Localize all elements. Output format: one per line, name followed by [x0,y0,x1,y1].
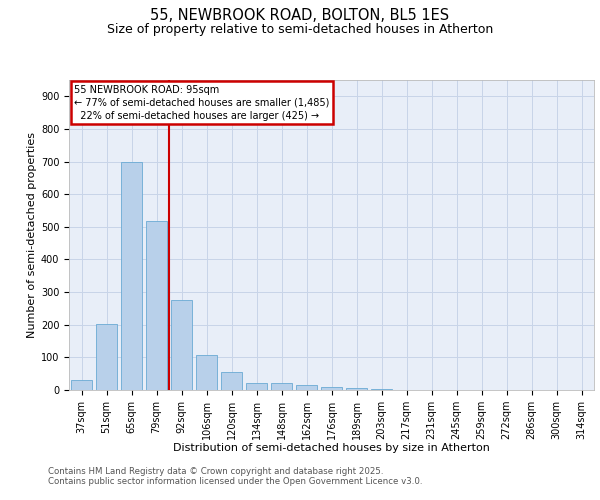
Bar [321,386,342,390]
Bar [246,383,267,390]
Bar [346,388,367,390]
Bar [296,386,317,390]
X-axis label: Distribution of semi-detached houses by size in Atherton: Distribution of semi-detached houses by … [173,444,490,454]
Text: Contains public sector information licensed under the Open Government Licence v3: Contains public sector information licen… [48,478,422,486]
Bar [221,372,242,390]
Bar [96,324,117,390]
Text: Size of property relative to semi-detached houses in Atherton: Size of property relative to semi-detach… [107,22,493,36]
Bar [71,380,92,390]
Text: 55 NEWBROOK ROAD: 95sqm
← 77% of semi-detached houses are smaller (1,485)
  22% : 55 NEWBROOK ROAD: 95sqm ← 77% of semi-de… [74,84,329,121]
Bar [196,355,217,390]
Text: 55, NEWBROOK ROAD, BOLTON, BL5 1ES: 55, NEWBROOK ROAD, BOLTON, BL5 1ES [151,8,449,22]
Bar [271,384,292,390]
Bar [171,300,192,390]
Text: Contains HM Land Registry data © Crown copyright and database right 2025.: Contains HM Land Registry data © Crown c… [48,468,383,476]
Bar [146,222,167,390]
Y-axis label: Number of semi-detached properties: Number of semi-detached properties [26,132,37,338]
Bar [121,162,142,390]
